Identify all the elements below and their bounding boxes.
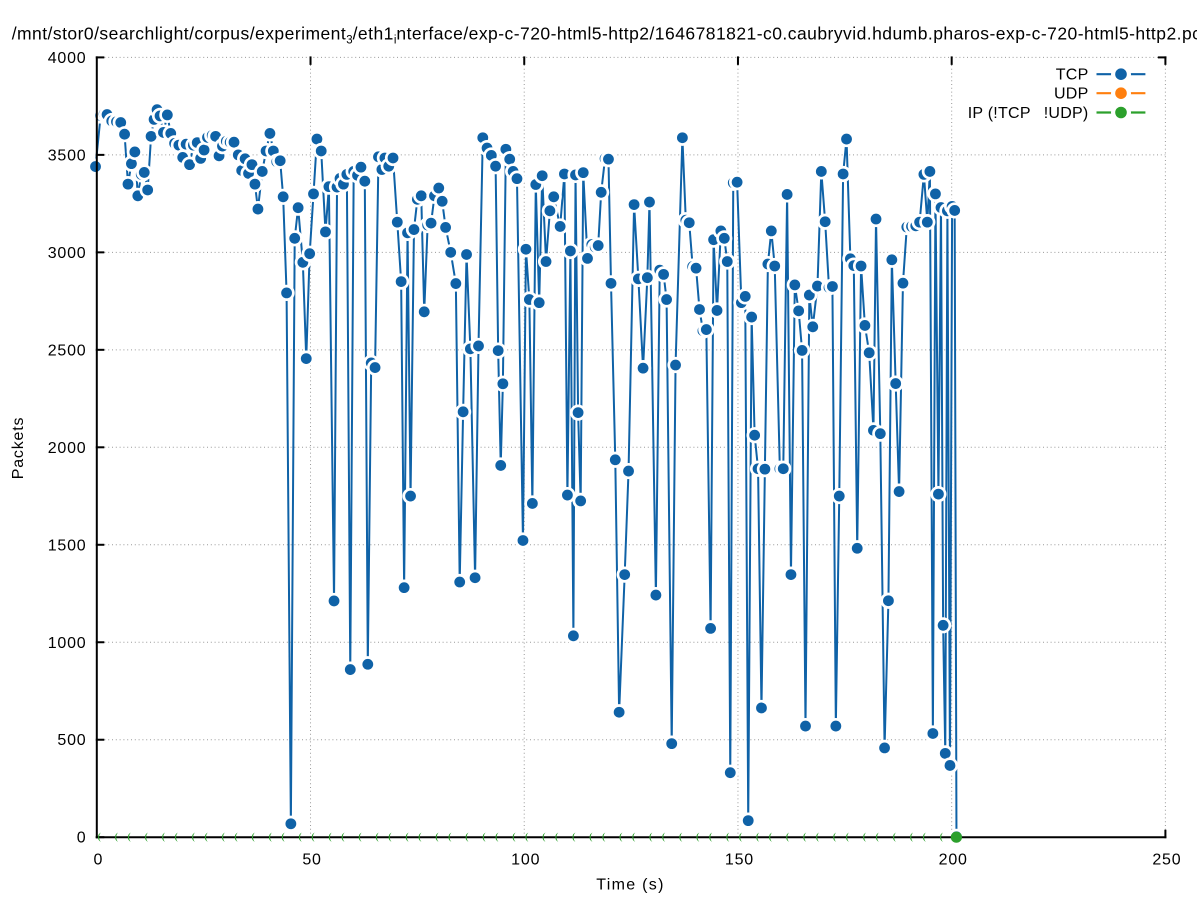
svg-text:2000: 2000	[48, 440, 87, 457]
svg-text:0: 0	[77, 830, 87, 847]
svg-text:200: 200	[939, 852, 968, 869]
svg-text:250: 250	[1152, 852, 1181, 869]
svg-text:Packets: Packets	[10, 417, 27, 480]
svg-text:100: 100	[511, 852, 540, 869]
svg-text:UDP: UDP	[1054, 86, 1089, 103]
svg-text:0: 0	[93, 852, 103, 869]
svg-text:1000: 1000	[48, 635, 87, 652]
svg-text:Time (s): Time (s)	[596, 877, 664, 894]
svg-text:3000: 3000	[48, 245, 87, 262]
svg-text:1500: 1500	[48, 537, 87, 554]
svg-text:500: 500	[57, 732, 86, 749]
svg-text:TCP: TCP	[1056, 67, 1089, 84]
svg-text:150: 150	[725, 852, 754, 869]
svg-text:IP (!TCP !UDP): IP (!TCP !UDP)	[968, 105, 1089, 122]
svg-text:50: 50	[302, 852, 321, 869]
svg-text:3500: 3500	[48, 147, 87, 164]
svg-text:/mnt/stor0/searchlight/corpus/: /mnt/stor0/searchlight/corpus/experiment…	[12, 24, 1197, 47]
svg-text:4000: 4000	[48, 50, 87, 67]
svg-text:2500: 2500	[48, 342, 87, 359]
